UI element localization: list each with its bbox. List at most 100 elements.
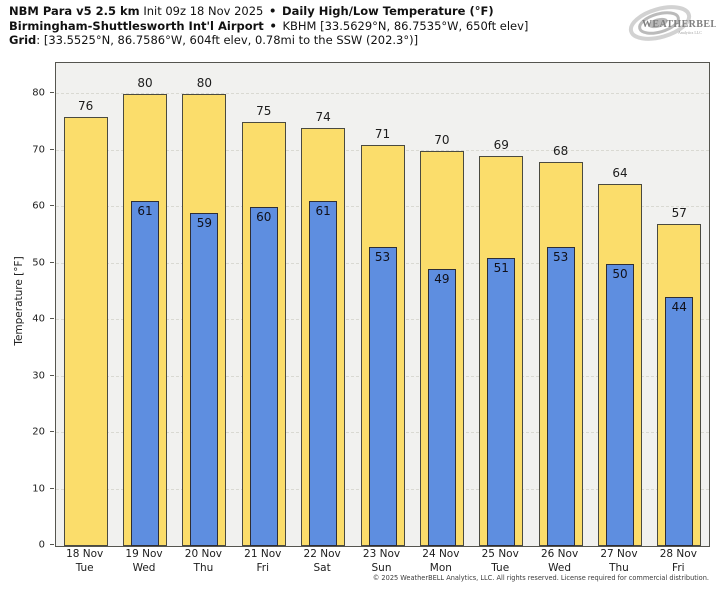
x-tick-date: 22 Nov: [303, 548, 341, 560]
x-tick-label: 21 Nov Fri: [244, 548, 281, 575]
x-tick-day: Fri: [256, 561, 270, 574]
x-tick-date: 24 Nov: [422, 548, 460, 560]
low-value-label: 53: [552, 249, 569, 264]
model-name: NBM Para v5 2.5 km: [9, 4, 140, 18]
bar-low: 59: [190, 212, 219, 546]
x-tick-day: Sun: [371, 561, 392, 574]
x-tick-day: Wed: [548, 561, 572, 574]
low-value-label: 61: [315, 204, 331, 219]
high-value-label: 71: [374, 126, 391, 141]
low-value-label: 50: [612, 266, 628, 281]
x-tick-label: 20 Nov Thu: [185, 548, 222, 575]
x-tick-date: 20 Nov: [184, 548, 223, 560]
low-value-label: 53: [374, 249, 391, 264]
low-value-label: 49: [434, 272, 450, 287]
y-axis-title: Temperature [°F]: [13, 256, 25, 346]
y-tick-mark: [50, 148, 54, 150]
high-value-label: 75: [256, 104, 272, 119]
station-details: KBHM [33.5629°N, 86.7535°W, 650ft elev]: [282, 18, 529, 33]
grid-details: : [33.5525°N, 86.7586°W, 604ft elev, 0.7…: [36, 33, 419, 47]
y-tick-label: 70: [32, 144, 45, 156]
y-axis: 0 10 20 30 40 50 60 70 80: [0, 62, 55, 551]
x-tick-label: 22 Nov Sat: [304, 548, 341, 575]
y-tick-mark: [50, 92, 54, 94]
x-tick-day: Thu: [609, 561, 629, 574]
x-tick-date: 26 Nov: [540, 548, 579, 560]
copyright-footer: © 2025 WeatherBELL Analytics, LLC. All r…: [372, 574, 709, 582]
y-tick-label: 60: [32, 200, 45, 212]
bar-low: 49: [427, 269, 456, 546]
station-name: Birmingham-Shuttlesworth Int'l Airport: [9, 18, 264, 33]
bar-low: 50: [605, 263, 634, 546]
grid-label: Grid: [9, 33, 37, 47]
low-value-label: 59: [196, 215, 213, 230]
bar-low: 61: [309, 201, 338, 546]
chart-header: NBM Para v5 2.5 km Init 09z 18 Nov 2025 …: [9, 4, 528, 48]
y-tick-mark: [50, 205, 54, 207]
x-tick-label: 24 Nov Mon: [422, 548, 459, 575]
x-tick-day: Sat: [313, 561, 331, 574]
y-tick-label: 40: [32, 313, 45, 325]
x-tick-label: 23 Nov Sun: [363, 548, 400, 575]
x-tick-day: Tue: [491, 561, 510, 574]
y-tick-label: 80: [32, 87, 45, 99]
y-tick-mark: [50, 261, 54, 263]
high-value-label: 64: [612, 166, 628, 181]
y-tick-mark: [50, 431, 54, 433]
x-tick-date: 18 Nov: [66, 548, 104, 560]
high-value-label: 68: [552, 143, 569, 158]
high-value-label: 76: [78, 98, 94, 113]
x-tick-date: 23 Nov: [362, 548, 401, 560]
y-tick-mark: [50, 374, 54, 376]
x-tick-date: 27 Nov: [600, 548, 638, 560]
x-tick-label: 18 Nov Tue: [66, 548, 103, 575]
y-tick-mark: [50, 487, 54, 489]
bar-low: 51: [487, 257, 516, 546]
x-tick-date: 21 Nov: [244, 548, 282, 560]
x-tick-label: 25 Nov Tue: [482, 548, 519, 575]
y-tick-mark: [50, 318, 54, 320]
x-tick-day: Fri: [672, 561, 685, 574]
x-tick-label: 28 Nov Fri: [660, 548, 697, 575]
y-tick-label: 0: [38, 539, 45, 551]
high-value-label: 57: [671, 206, 687, 221]
high-value-label: 74: [315, 109, 331, 124]
bar-high: 76: [63, 99, 108, 546]
bar-low: 53: [368, 246, 397, 546]
header-line-2: Birmingham-Shuttlesworth Int'l Airport •…: [9, 19, 528, 34]
y-tick-label: 10: [32, 483, 45, 495]
y-tick-label: 20: [32, 426, 45, 438]
high-value-label: 80: [137, 76, 153, 91]
low-value-label: 61: [137, 204, 153, 219]
header-line-3: Grid: [33.5525°N, 86.7586°W, 604ft elev,…: [9, 33, 528, 48]
gridline: [56, 93, 709, 95]
high-value-label: 80: [196, 76, 213, 91]
low-value-label: 44: [671, 300, 687, 315]
x-tick-label: 26 Nov Wed: [541, 548, 578, 575]
bar-low: 61: [131, 201, 160, 546]
weatherbell-logo: WEATHERBELL Analytics LLC: [628, 5, 716, 41]
x-tick-day: Wed: [132, 561, 156, 574]
hurricane-swirl-icon: [628, 5, 692, 41]
logo-subtext: Analytics LLC: [678, 30, 702, 35]
x-axis: 18 Nov Tue 19 Nov Wed 20 Nov Thu 21 Nov Fri 22 N…: [55, 548, 708, 578]
y-tick-mark: [50, 544, 54, 545]
x-tick-day: Tue: [75, 561, 94, 574]
separator-dot: •: [269, 4, 277, 18]
x-tick-date: 28 Nov: [659, 548, 697, 560]
x-tick-label: 27 Nov Thu: [600, 548, 637, 575]
logo-text: WEATHERBELL: [642, 19, 716, 30]
bar-low: 44: [665, 297, 694, 546]
y-tick-label: 50: [32, 257, 45, 269]
bar-low: 60: [249, 207, 278, 546]
separator-dot: •: [269, 18, 277, 33]
init-time: Init 09z 18 Nov 2025: [143, 4, 264, 18]
bar-low: 53: [546, 246, 575, 546]
x-tick-day: Mon: [429, 561, 452, 574]
product-title: Daily High/Low Temperature (°F): [282, 4, 494, 18]
x-tick-label: 19 Nov Wed: [125, 548, 162, 575]
plot-area: 76 80 61 80 59 75 60 74 61 71 53 70 49 69 51 68 53 64 50 57…: [55, 62, 710, 547]
x-tick-date: 25 Nov: [481, 548, 519, 560]
low-value-label: 51: [493, 260, 509, 275]
